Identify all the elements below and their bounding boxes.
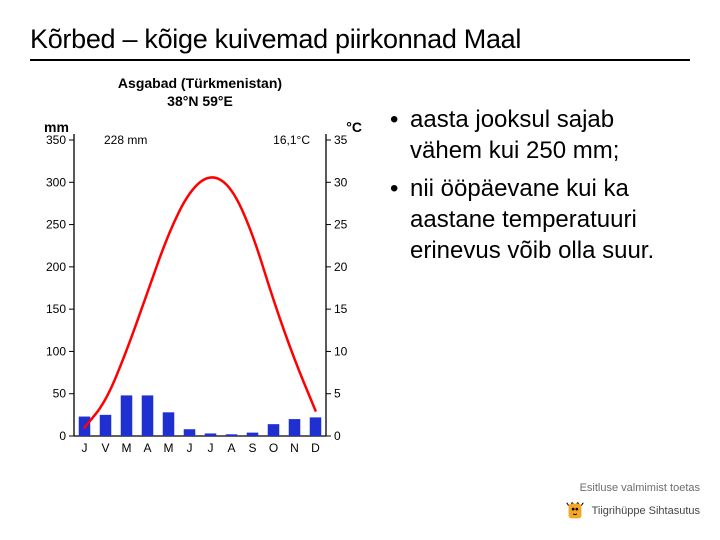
month-label: S <box>248 441 256 455</box>
right-tick-label: 0 <box>334 429 341 443</box>
precip-bar <box>268 424 280 436</box>
left-tick-label: 350 <box>46 133 66 147</box>
left-tick-label: 100 <box>46 344 66 358</box>
right-tick-label: 35 <box>334 133 348 147</box>
precip-bar <box>247 433 259 436</box>
month-label: J <box>187 441 193 455</box>
right-tick-label: 30 <box>334 175 348 189</box>
temp-line <box>85 177 316 427</box>
month-label: A <box>227 441 235 455</box>
left-tick-label: 150 <box>46 302 66 316</box>
month-label: O <box>269 441 278 455</box>
left-tick-label: 200 <box>46 260 66 274</box>
chart-svg: mm°C228 mm16,1°C050100150200250300350051… <box>30 114 370 474</box>
support-text: Esitluse valmimist toetas <box>564 482 700 494</box>
month-label: J <box>208 441 214 455</box>
right-tick-label: 20 <box>334 260 348 274</box>
bullet-text: nii ööpäevane kui ka aastane temperatuur… <box>410 174 690 266</box>
left-tick-label: 250 <box>46 218 66 232</box>
right-tick-label: 15 <box>334 302 348 316</box>
annual-precip: 228 mm <box>104 133 147 147</box>
bullet-dot: • <box>390 105 410 166</box>
month-label: N <box>290 441 299 455</box>
bullet-dot: • <box>390 174 410 266</box>
support-block: Esitluse valmimist toetas Tiigrihüppe Si… <box>564 482 700 522</box>
precip-bar <box>289 419 301 436</box>
precip-bar <box>310 417 322 436</box>
annual-temp: 16,1°C <box>273 133 310 147</box>
right-tick-label: 10 <box>334 344 348 358</box>
precip-bar <box>184 429 196 436</box>
content-row: Asgabad (Türkmenistan) 38°N 59°E mm°C228… <box>30 75 690 474</box>
left-tick-label: 50 <box>53 387 67 401</box>
tiger-icon <box>564 500 586 522</box>
precip-bar <box>100 415 112 436</box>
month-label: V <box>101 441 109 455</box>
precip-bar <box>121 395 133 436</box>
month-label: D <box>311 441 320 455</box>
chart-column: Asgabad (Türkmenistan) 38°N 59°E mm°C228… <box>30 75 370 474</box>
right-tick-label: 25 <box>334 218 348 232</box>
precip-bar <box>226 434 238 436</box>
precip-bar <box>142 395 154 436</box>
slide-title: Kõrbed – kõige kuivemad piirkonnad Maal <box>30 24 690 61</box>
support-org: Tiigrihüppe Sihtasutus <box>592 505 700 517</box>
chart-title-line1: Asgabad (Türkmenistan) <box>30 75 370 93</box>
climograph: mm°C228 mm16,1°C050100150200250300350051… <box>30 114 370 474</box>
chart-title: Asgabad (Türkmenistan) 38°N 59°E <box>30 75 370 110</box>
bullet-item: •aasta jooksul sajab vähem kui 250 mm; <box>390 105 690 166</box>
precip-bar <box>163 412 175 436</box>
month-label: M <box>164 441 174 455</box>
left-tick-label: 300 <box>46 175 66 189</box>
right-unit: °C <box>346 119 362 135</box>
bullet-text: aasta jooksul sajab vähem kui 250 mm; <box>410 105 690 166</box>
chart-title-line2: 38°N 59°E <box>30 93 370 111</box>
precip-bar <box>205 433 217 436</box>
month-label: M <box>122 441 132 455</box>
bullet-item: •nii ööpäevane kui ka aastane temperatuu… <box>390 174 690 266</box>
month-label: J <box>82 441 88 455</box>
bullet-list: •aasta jooksul sajab vähem kui 250 mm;•n… <box>390 75 690 474</box>
tiger-logo: Tiigrihüppe Sihtasutus <box>564 500 700 522</box>
month-label: A <box>143 441 151 455</box>
left-tick-label: 0 <box>59 429 66 443</box>
right-tick-label: 5 <box>334 387 341 401</box>
